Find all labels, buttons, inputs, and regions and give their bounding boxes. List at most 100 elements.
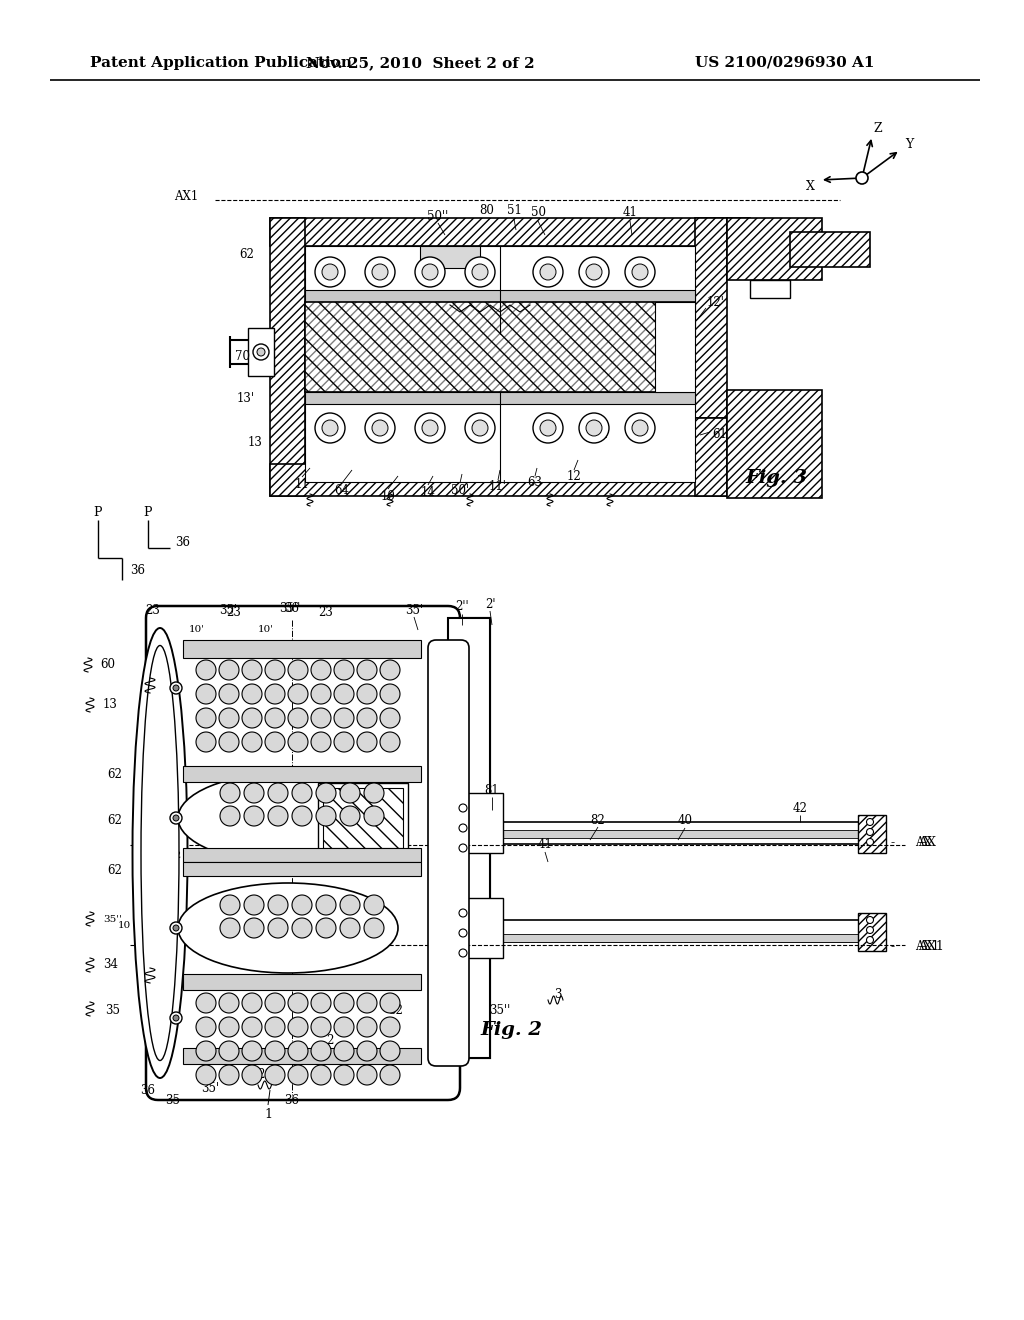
Text: 3: 3 xyxy=(554,989,562,1002)
Circle shape xyxy=(288,1041,308,1061)
Circle shape xyxy=(334,733,354,752)
Text: US 2100/0296930 A1: US 2100/0296930 A1 xyxy=(695,55,874,70)
Circle shape xyxy=(316,783,336,803)
Text: 52: 52 xyxy=(593,429,607,441)
Circle shape xyxy=(311,684,331,704)
Circle shape xyxy=(244,917,264,939)
Text: 2: 2 xyxy=(327,1034,334,1047)
Ellipse shape xyxy=(178,883,398,973)
Text: 36: 36 xyxy=(285,602,299,615)
Circle shape xyxy=(340,895,360,915)
Bar xyxy=(323,788,403,847)
Circle shape xyxy=(196,1016,216,1038)
Circle shape xyxy=(268,917,288,939)
Bar xyxy=(449,808,490,838)
Bar xyxy=(183,974,421,990)
Text: 35': 35' xyxy=(201,1081,219,1094)
Circle shape xyxy=(334,708,354,729)
Text: 41: 41 xyxy=(538,838,552,851)
Text: 11: 11 xyxy=(152,838,165,847)
Circle shape xyxy=(288,993,308,1012)
Text: 23: 23 xyxy=(318,606,334,619)
Text: 13: 13 xyxy=(103,698,118,711)
Circle shape xyxy=(311,708,331,729)
Circle shape xyxy=(334,1065,354,1085)
Circle shape xyxy=(170,921,182,935)
Bar xyxy=(270,218,305,496)
Circle shape xyxy=(253,345,269,360)
Circle shape xyxy=(459,949,467,957)
Circle shape xyxy=(415,413,445,444)
Bar xyxy=(727,218,822,280)
Text: AX: AX xyxy=(918,837,936,850)
Circle shape xyxy=(372,420,388,436)
Text: Fig. 3: Fig. 3 xyxy=(745,469,807,487)
Circle shape xyxy=(265,708,285,729)
Circle shape xyxy=(292,895,312,915)
Circle shape xyxy=(357,1016,377,1038)
Bar xyxy=(270,465,750,496)
Bar xyxy=(449,618,490,1059)
Circle shape xyxy=(220,807,240,826)
Circle shape xyxy=(632,264,648,280)
Circle shape xyxy=(219,708,239,729)
Text: 10: 10 xyxy=(118,920,131,929)
Circle shape xyxy=(625,413,655,444)
Circle shape xyxy=(292,917,312,939)
Circle shape xyxy=(380,1041,400,1061)
Circle shape xyxy=(459,843,467,851)
Circle shape xyxy=(173,685,179,690)
Circle shape xyxy=(334,1041,354,1061)
Circle shape xyxy=(380,684,400,704)
Text: 35: 35 xyxy=(166,1093,180,1106)
Circle shape xyxy=(311,660,331,680)
Bar xyxy=(305,302,695,392)
Circle shape xyxy=(380,660,400,680)
Circle shape xyxy=(268,895,288,915)
Bar xyxy=(490,830,865,838)
Text: 14: 14 xyxy=(421,486,435,499)
Text: AX1: AX1 xyxy=(174,190,198,203)
Bar xyxy=(453,898,503,958)
Circle shape xyxy=(866,829,873,836)
Circle shape xyxy=(459,929,467,937)
Text: 80: 80 xyxy=(479,205,495,218)
Circle shape xyxy=(365,413,395,444)
Ellipse shape xyxy=(141,645,179,1060)
Circle shape xyxy=(265,1065,285,1085)
Circle shape xyxy=(357,733,377,752)
Circle shape xyxy=(422,420,438,436)
Circle shape xyxy=(415,257,445,286)
Text: P: P xyxy=(143,506,153,519)
Circle shape xyxy=(219,1016,239,1038)
Text: 23: 23 xyxy=(226,606,242,619)
Text: 13: 13 xyxy=(248,437,262,450)
Text: 2'': 2'' xyxy=(456,601,469,614)
Bar xyxy=(318,783,408,853)
Text: 32: 32 xyxy=(388,1003,403,1016)
Circle shape xyxy=(334,684,354,704)
Circle shape xyxy=(357,660,377,680)
Circle shape xyxy=(311,1016,331,1038)
Bar xyxy=(695,418,727,496)
Circle shape xyxy=(219,660,239,680)
Circle shape xyxy=(334,993,354,1012)
Circle shape xyxy=(866,916,873,924)
Circle shape xyxy=(316,917,336,939)
Circle shape xyxy=(372,264,388,280)
Circle shape xyxy=(459,824,467,832)
Circle shape xyxy=(196,1041,216,1061)
Circle shape xyxy=(422,264,438,280)
Circle shape xyxy=(219,684,239,704)
Circle shape xyxy=(534,257,563,286)
Text: 12: 12 xyxy=(566,470,582,483)
Circle shape xyxy=(579,257,609,286)
Bar xyxy=(305,392,695,404)
Circle shape xyxy=(316,895,336,915)
Bar xyxy=(305,290,695,302)
Bar xyxy=(183,862,421,876)
Text: z: z xyxy=(348,804,353,813)
Text: 81: 81 xyxy=(484,784,500,796)
Circle shape xyxy=(173,925,179,931)
Bar xyxy=(305,392,695,482)
